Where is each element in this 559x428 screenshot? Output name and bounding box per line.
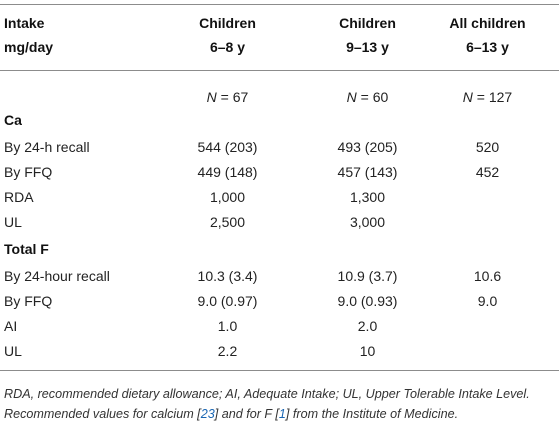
row-value-6-8: 9.0 (0.97) (197, 293, 258, 309)
row-label: UL (4, 214, 22, 230)
header-children-9-13-age: 9–13 y (346, 39, 389, 55)
n-all-children: N = 127 (420, 88, 555, 106)
row-value-all: 452 (475, 164, 500, 180)
row-value-6-8: 544 (203) (197, 139, 258, 155)
n-value: = 127 (472, 89, 513, 105)
row-label: By 24-hour recall (4, 268, 110, 284)
row-value-all: 10.6 (473, 268, 502, 284)
table-top-rule (0, 4, 559, 5)
row-value-9-13: 3,000 (349, 214, 386, 230)
row-value-9-13: 2.0 (357, 318, 378, 334)
header-children-9-13-title: Children (339, 15, 396, 31)
row-value-9-13: 10.9 (3.7) (337, 268, 398, 284)
row-label: UL (4, 343, 22, 359)
row-label: By FFQ (4, 293, 53, 309)
row-value-6-8: 2,500 (209, 214, 246, 230)
row-value-9-13: 1,300 (349, 189, 386, 205)
section-title-total-f: Total F (4, 241, 49, 257)
n-symbol: N (206, 89, 217, 105)
header-intake: Intake (4, 15, 45, 31)
n-symbol: N (346, 89, 357, 105)
table-bottom-rule (0, 370, 559, 371)
row-value-all: 520 (475, 139, 500, 155)
row-label: RDA (4, 189, 34, 205)
row-value-9-13: 457 (143) (337, 164, 398, 180)
citation-link-1[interactable]: 1 (278, 407, 286, 421)
n-symbol: N (462, 89, 473, 105)
footnote-text: ] and for F [ (214, 407, 279, 421)
header-all-children-title: All children (449, 15, 526, 31)
n-children-6-8: N = 67 (160, 88, 295, 106)
header-rule (0, 70, 559, 71)
row-value-9-13: 10 (359, 343, 376, 359)
n-value: = 67 (216, 89, 249, 105)
n-children-9-13: N = 60 (300, 88, 435, 106)
header-children-6-8-age: 6–8 y (209, 39, 246, 55)
row-value-all: 9.0 (477, 293, 498, 309)
row-value-9-13: 493 (205) (337, 139, 398, 155)
table-footnote: RDA, recommended dietary allowance; AI, … (4, 384, 556, 424)
row-value-6-8: 10.3 (3.4) (197, 268, 258, 284)
row-label: By 24-h recall (4, 139, 90, 155)
row-value-6-8: 1.0 (217, 318, 238, 334)
header-all-children-age: 6–13 y (466, 39, 509, 55)
header-unit: mg/day (4, 39, 54, 55)
section-title-ca: Ca (4, 112, 22, 128)
footnote-text: RDA, recommended dietary allowance; AI, … (4, 387, 530, 421)
row-value-6-8: 2.2 (217, 343, 238, 359)
row-value-9-13: 9.0 (0.93) (337, 293, 398, 309)
n-value: = 60 (356, 89, 389, 105)
footnote-text: ] from the Institute of Medicine. (285, 407, 459, 421)
row-value-6-8: 449 (148) (197, 164, 258, 180)
header-children-6-8-title: Children (199, 15, 256, 31)
citation-link-23[interactable]: 23 (200, 407, 215, 421)
row-value-6-8: 1,000 (209, 189, 246, 205)
row-label: By FFQ (4, 164, 53, 180)
row-label: AI (4, 318, 18, 334)
